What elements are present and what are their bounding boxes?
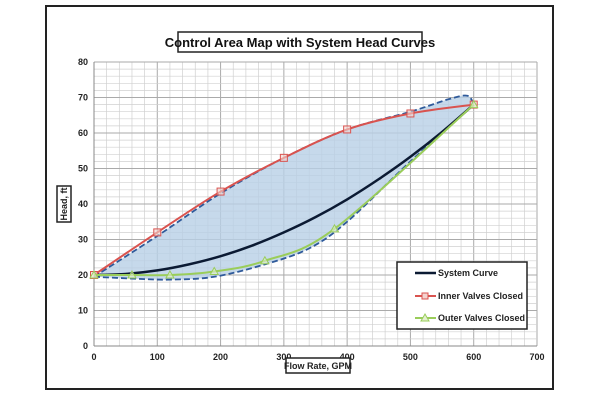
- x-tick-label: 200: [213, 352, 228, 362]
- shaded-region-fill: [94, 95, 474, 280]
- legend-label-outer-valves: Outer Valves Closed: [438, 313, 525, 323]
- series-line-system-curve: [93, 103, 475, 277]
- legend-marker-triangle: [420, 312, 430, 322]
- data-point-outer-valves-closed: [260, 255, 270, 265]
- y-tick-label: 70: [78, 93, 88, 103]
- y-tick-label: 10: [78, 306, 88, 316]
- legend-label-inner-valves: Inner Valves Closed: [438, 291, 523, 301]
- legend-label-system-curve: System Curve: [438, 268, 498, 278]
- y-tick-label: 0: [83, 341, 88, 351]
- x-tick-label: 600: [466, 352, 481, 362]
- x-tick-label: 0: [91, 352, 96, 362]
- data-point-outer-valves-closed: [468, 99, 479, 109]
- data-point-inner-valves-closed: [279, 153, 288, 162]
- legend: System Curve Inner Valves Closed Outer V…: [396, 261, 528, 330]
- y-axis-label-box: [56, 185, 72, 223]
- x-axis-label-box: [285, 357, 351, 374]
- y-tick-label: 40: [78, 199, 88, 209]
- x-axis-label: Flow Rate, GPM: [284, 361, 352, 371]
- y-axis-label: Head, ft: [59, 187, 69, 220]
- data-point-outer-valves-closed: [165, 269, 175, 279]
- data-point-inner-valves-closed: [343, 125, 352, 134]
- data-point-outer-valves-closed: [329, 223, 340, 233]
- y-tick-label: 80: [78, 57, 88, 67]
- data-point-inner-valves-closed: [406, 109, 415, 118]
- x-tick-label: 400: [340, 352, 355, 362]
- data-point-outer-valves-closed: [127, 269, 137, 279]
- chart-frame: [45, 5, 554, 390]
- chart-title: Control Area Map with System Head Curves: [165, 35, 435, 50]
- data-point-inner-valves-closed: [216, 187, 225, 196]
- legend-marker-square: [421, 292, 429, 300]
- data-point-inner-valves-closed: [153, 228, 162, 237]
- data-point-outer-valves-closed: [89, 269, 99, 279]
- x-tick-label: 700: [529, 352, 544, 362]
- x-tick-label: 300: [276, 352, 291, 362]
- y-tick-label: 50: [78, 164, 88, 174]
- x-tick-label: 500: [403, 352, 418, 362]
- series-lines: [89, 99, 479, 279]
- y-tick-label: 60: [78, 128, 88, 138]
- data-point-outer-valves-closed: [209, 266, 220, 275]
- title-box: [177, 31, 423, 53]
- tick-labels: 0 100 200 300 400 500 600 700 0 10 20 30 40 50 60 70 80: [78, 57, 545, 362]
- y-tick-label: 30: [78, 235, 88, 245]
- y-tick-label: 20: [78, 270, 88, 280]
- x-tick-label: 100: [150, 352, 165, 362]
